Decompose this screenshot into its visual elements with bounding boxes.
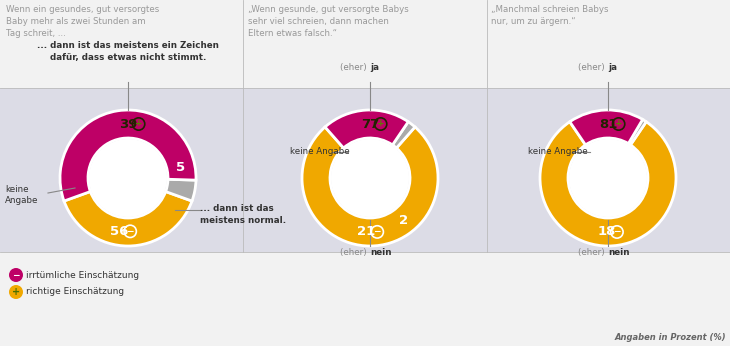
Text: (eher): (eher) xyxy=(340,63,370,72)
Text: Angaben in Prozent (%): Angaben in Prozent (%) xyxy=(615,333,726,342)
Text: „Wenn gesunde, gut versorgte Babys
sehr viel schreien, dann machen
Eltern etwas : „Wenn gesunde, gut versorgte Babys sehr … xyxy=(248,5,409,38)
Text: +: + xyxy=(135,119,142,128)
Circle shape xyxy=(89,139,167,217)
Bar xyxy=(0,252,730,346)
Text: +: + xyxy=(377,119,385,128)
Circle shape xyxy=(9,268,23,282)
Circle shape xyxy=(569,139,647,217)
Circle shape xyxy=(9,285,23,299)
Text: ... dann ist das meistens ein Zeichen
dafür, dass etwas nicht stimmt.: ... dann ist das meistens ein Zeichen da… xyxy=(37,41,219,62)
Text: 81: 81 xyxy=(599,118,617,130)
Text: Wenn ein gesundes, gut versorgtes
Baby mehr als zwei Stunden am
Tag schreit, ...: Wenn ein gesundes, gut versorgtes Baby m… xyxy=(6,5,159,38)
Wedge shape xyxy=(325,110,408,148)
Text: −: − xyxy=(374,227,381,236)
Wedge shape xyxy=(60,110,196,201)
Text: keine Angabe: keine Angabe xyxy=(290,147,350,156)
Text: −: − xyxy=(12,271,20,280)
Bar xyxy=(0,88,730,252)
Wedge shape xyxy=(540,122,676,246)
Text: 56: 56 xyxy=(110,225,128,238)
Wedge shape xyxy=(166,179,196,201)
Text: +: + xyxy=(615,119,623,128)
Circle shape xyxy=(331,139,409,217)
Text: ... dann ist das
meistens normal.: ... dann ist das meistens normal. xyxy=(200,204,286,225)
Bar xyxy=(0,0,730,88)
Wedge shape xyxy=(393,122,415,148)
Text: nein: nein xyxy=(608,248,629,257)
Wedge shape xyxy=(629,119,646,145)
Text: „Manchmal schreien Babys
nur, um zu ärgern.“: „Manchmal schreien Babys nur, um zu ärge… xyxy=(491,5,609,26)
Text: 18: 18 xyxy=(597,226,615,238)
Text: 77: 77 xyxy=(361,118,379,130)
Text: richtige Einschätzung: richtige Einschätzung xyxy=(26,288,124,297)
Wedge shape xyxy=(64,192,192,246)
Wedge shape xyxy=(570,110,642,145)
Text: −: − xyxy=(613,227,620,236)
Text: nein: nein xyxy=(370,248,391,257)
Text: ja: ja xyxy=(370,63,379,72)
Text: ja: ja xyxy=(608,63,617,72)
Text: 21: 21 xyxy=(358,225,376,238)
Text: 39: 39 xyxy=(119,118,137,130)
Text: −: − xyxy=(126,227,134,236)
Text: keine Angabe: keine Angabe xyxy=(528,147,588,156)
Text: (eher): (eher) xyxy=(340,248,370,257)
Wedge shape xyxy=(302,127,438,246)
Text: (eher): (eher) xyxy=(578,248,608,257)
Text: +: + xyxy=(12,287,20,297)
Text: (eher): (eher) xyxy=(578,63,608,72)
Text: keine
Angabe: keine Angabe xyxy=(5,185,39,206)
Text: irrtümliche Einschätzung: irrtümliche Einschätzung xyxy=(26,271,139,280)
Text: 5: 5 xyxy=(177,161,185,174)
Text: 2: 2 xyxy=(399,214,407,227)
